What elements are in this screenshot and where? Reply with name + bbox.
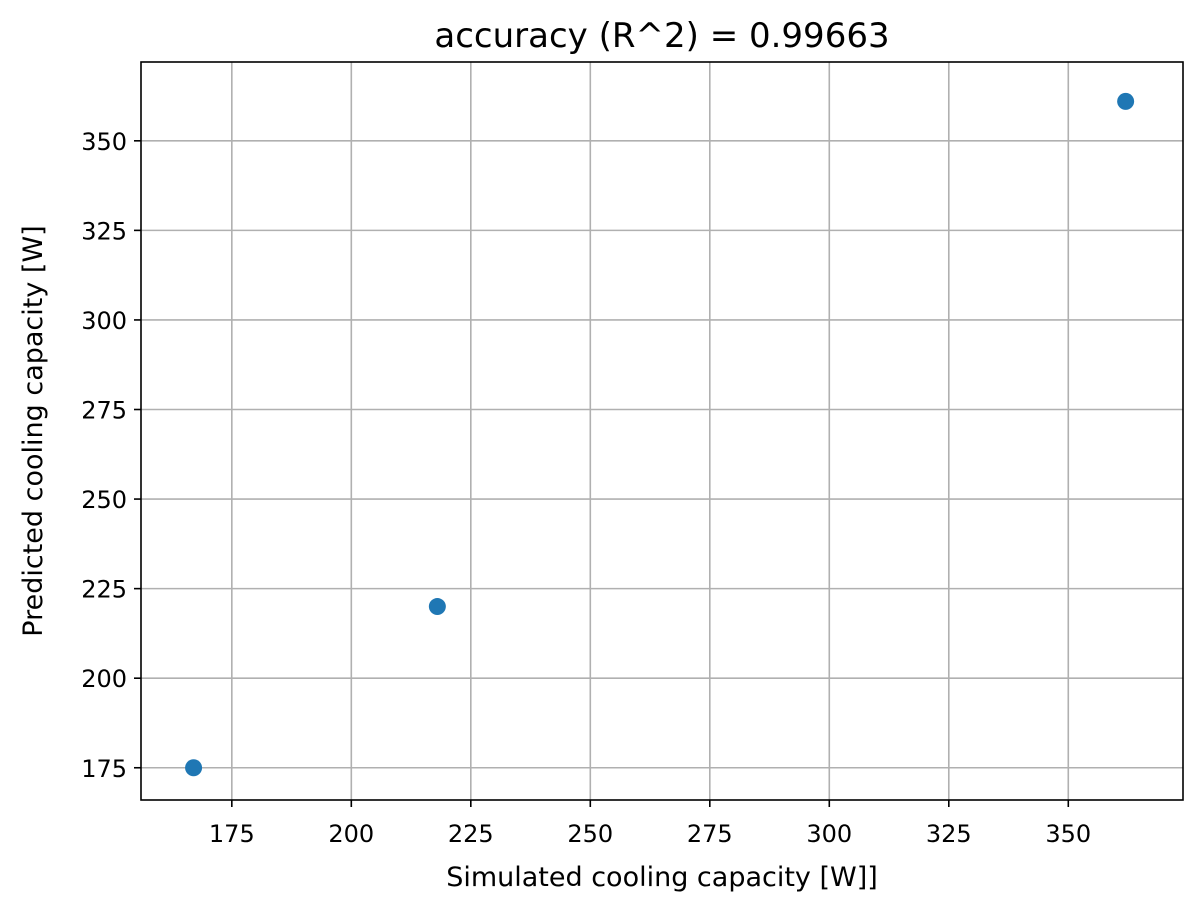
x-tick-label: 175 (209, 820, 255, 848)
x-tick-label: 300 (806, 820, 852, 848)
y-axis-label: Predicted cooling capacity [W] (18, 225, 49, 636)
x-tick-label: 325 (926, 820, 972, 848)
plot-frame (140, 61, 1184, 801)
data-points (185, 92, 1135, 777)
x-tick-label: 200 (328, 820, 374, 848)
x-axis-ticks: 175 200 225 250 275 300 325 350 (209, 800, 1091, 848)
y-tick-label: 200 (81, 665, 127, 693)
y-axis-ticks: 175 200 225 250 275 300 325 350 (81, 128, 141, 783)
data-point (1117, 92, 1135, 110)
data-point (185, 759, 203, 777)
x-axis-label: Simulated cooling capacity [W]] (446, 862, 878, 893)
chart-title: accuracy (R^2) = 0.99663 (434, 16, 889, 56)
data-point (428, 598, 446, 616)
x-tick-label: 225 (448, 820, 494, 848)
y-tick-label: 275 (81, 397, 127, 425)
x-tick-label: 350 (1045, 820, 1091, 848)
y-tick-label: 350 (81, 128, 127, 156)
y-tick-label: 325 (81, 217, 127, 245)
y-tick-label: 225 (81, 576, 127, 604)
y-tick-label: 175 (81, 755, 127, 783)
y-tick-label: 250 (81, 486, 127, 514)
y-tick-label: 300 (81, 307, 127, 335)
x-tick-label: 275 (687, 820, 733, 848)
grid (141, 62, 1183, 800)
x-tick-label: 250 (567, 820, 613, 848)
